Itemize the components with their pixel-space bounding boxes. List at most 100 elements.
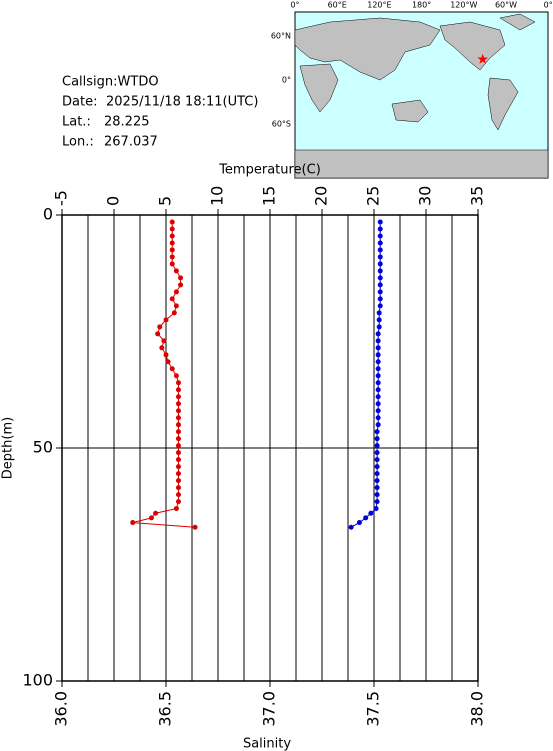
- profile-point: [377, 275, 383, 281]
- profile-point: [130, 520, 136, 526]
- y-tick-label: 100: [22, 671, 53, 690]
- map-lon-label: 0°: [544, 1, 553, 10]
- map-lon-label: 60°W: [495, 1, 517, 10]
- profile-point: [175, 450, 181, 456]
- x2-tick-label: 0: [104, 196, 123, 206]
- profile-point: [356, 520, 362, 526]
- profile-line: [350, 222, 381, 528]
- map-lat-label: 0°: [282, 76, 291, 85]
- lat-label: Lat.:: [62, 115, 91, 130]
- profile-point: [175, 380, 181, 386]
- map: [294, 11, 549, 179]
- profile-point: [374, 478, 380, 484]
- profile-point: [175, 499, 181, 505]
- profile-point: [169, 366, 175, 372]
- profile-point: [155, 331, 161, 337]
- profile-point: [157, 324, 163, 330]
- map-lon-label: 120°E: [367, 1, 391, 10]
- map-lon-label: 0°: [290, 1, 299, 10]
- profile-point: [375, 394, 381, 400]
- profile-point: [175, 422, 181, 428]
- profile-point: [173, 289, 179, 295]
- profile-point: [377, 303, 383, 309]
- profile-point: [175, 429, 181, 435]
- profile-point: [163, 352, 169, 358]
- profile-point: [374, 471, 380, 477]
- profile-point: [375, 415, 381, 421]
- profile-point: [377, 226, 383, 232]
- profile-point: [374, 429, 380, 435]
- y-axis-label: Depth(m): [1, 417, 16, 479]
- x2-tick-label: 20: [312, 186, 331, 206]
- profile-point: [175, 457, 181, 463]
- profile-point: [375, 408, 381, 414]
- profile-point: [377, 240, 383, 246]
- x-tick-label: 36.5: [156, 691, 175, 727]
- profile-point: [175, 401, 181, 407]
- profile-point: [169, 296, 175, 302]
- profile-point: [374, 499, 380, 505]
- profile-point: [165, 359, 171, 365]
- x-tick-label: 38.0: [468, 691, 487, 727]
- profile-point: [163, 317, 169, 323]
- profile-point: [169, 247, 175, 253]
- x-tick-label: 37.5: [364, 691, 383, 727]
- x2-tick-label: 15: [260, 186, 279, 206]
- profile-point: [169, 219, 175, 225]
- y-tick-label: 50: [33, 438, 53, 457]
- lon-label: Lon.:: [62, 135, 94, 150]
- profile-point: [169, 226, 175, 232]
- profile-point: [374, 443, 380, 449]
- profile-point: [348, 524, 354, 530]
- date: 2025/11/18 18:11(UTC): [106, 95, 258, 110]
- profile-point: [377, 261, 383, 267]
- profile-point: [175, 492, 181, 498]
- date-label: Date:: [62, 95, 97, 110]
- map-lon-label: 60°E: [328, 1, 347, 10]
- map-lat-label: 60°N: [271, 32, 291, 41]
- profile-point: [175, 436, 181, 442]
- land: [294, 13, 549, 179]
- profile-point: [178, 275, 184, 281]
- profile-point: [377, 289, 383, 295]
- plot-frame: [61, 214, 479, 682]
- profile-point: [171, 310, 177, 316]
- profile-point: [377, 233, 383, 239]
- profile-point: [375, 373, 381, 379]
- profile-point: [376, 317, 382, 323]
- profile-point: [175, 415, 181, 421]
- x-tick-label: 36.0: [52, 691, 71, 727]
- profile-point: [169, 240, 175, 246]
- profile-point: [175, 443, 181, 449]
- x-axis-label: Salinity: [243, 737, 291, 751]
- lon: 267.037: [104, 135, 158, 150]
- profile-point: [374, 485, 380, 491]
- profile-point: [175, 478, 181, 484]
- profile-point: [377, 219, 383, 225]
- map-lon-label: 120°W: [450, 1, 477, 10]
- map-lat-label: 60°S: [272, 119, 291, 128]
- profile-point: [375, 352, 381, 358]
- profile-point: [375, 380, 381, 386]
- profile-point: [175, 408, 181, 414]
- profile-point: [153, 510, 159, 516]
- x-tick-label: 37.0: [260, 691, 279, 727]
- profile-point: [375, 345, 381, 351]
- map-lon-label: 180°: [412, 1, 431, 10]
- profile-point: [373, 506, 379, 512]
- x2-tick-label: 5: [156, 196, 175, 206]
- profile-point: [173, 303, 179, 309]
- profile-point: [375, 338, 381, 344]
- profile-point: [175, 464, 181, 470]
- x2-tick-label: 35: [468, 186, 487, 206]
- x2-axis-label: Temperature(C): [218, 163, 321, 178]
- profile-point: [377, 296, 383, 302]
- profile-point: [173, 506, 179, 512]
- lat: 28.225: [104, 115, 150, 130]
- profile-point: [374, 436, 380, 442]
- header: Callsign:WTDO Date: 2025/11/18 18:11(UTC…: [62, 75, 258, 150]
- station-marker: [477, 53, 488, 64]
- profile-point: [375, 366, 381, 372]
- profile-point: [375, 422, 381, 428]
